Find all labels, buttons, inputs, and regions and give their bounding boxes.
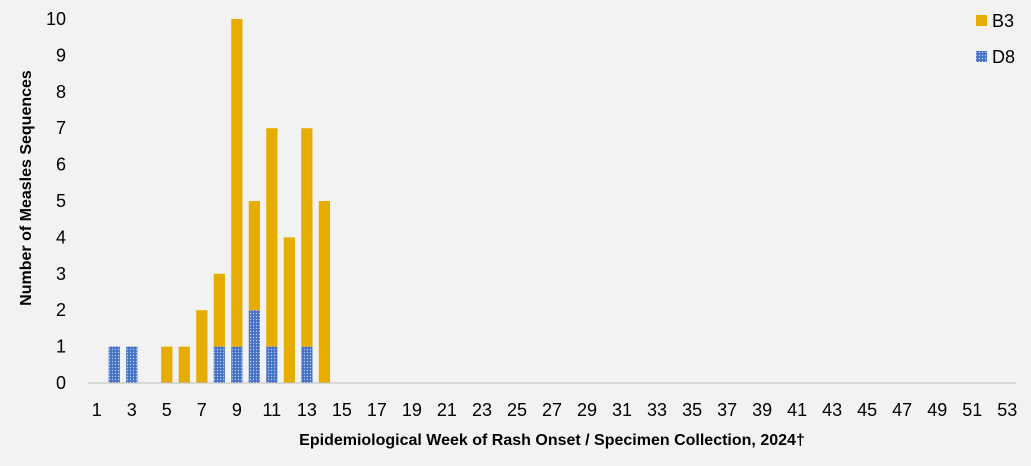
bar-d8-week-10 — [248, 310, 260, 383]
bar-b3-week-10 — [248, 201, 260, 311]
x-tick-label: 9 — [232, 400, 242, 420]
bar-b3-week-6 — [178, 346, 190, 383]
bar-b3-week-12 — [283, 237, 295, 383]
x-tick-label: 31 — [612, 400, 632, 420]
bar-b3-week-11 — [266, 128, 278, 347]
x-tick-label: 1 — [92, 400, 102, 420]
bar-b3-week-9 — [231, 19, 243, 347]
y-tick-label: 1 — [56, 337, 66, 357]
y-tick-label: 3 — [56, 264, 66, 284]
x-tick-label: 19 — [402, 400, 422, 420]
x-tick-label: 13 — [297, 400, 317, 420]
y-tick-label: 5 — [56, 191, 66, 211]
y-tick-label: 6 — [56, 155, 66, 175]
x-tick-label: 3 — [127, 400, 137, 420]
legend-label-b3: B3 — [992, 11, 1014, 31]
y-tick-label: 4 — [56, 227, 66, 247]
x-tick-label: 29 — [577, 400, 597, 420]
bar-d8-week-13 — [301, 346, 313, 383]
x-tick-label: 41 — [787, 400, 807, 420]
y-tick-label: 0 — [56, 373, 66, 393]
x-tick-label: 33 — [647, 400, 667, 420]
x-tick-label: 39 — [752, 400, 772, 420]
bar-b3-week-5 — [161, 346, 173, 383]
x-tick-label: 25 — [507, 400, 527, 420]
bar-d8-week-2 — [108, 346, 120, 383]
bar-d8-week-3 — [126, 346, 138, 383]
legend-swatch-d8 — [976, 51, 987, 62]
x-tick-label: 53 — [997, 400, 1017, 420]
bar-d8-week-11 — [266, 346, 278, 383]
legend-label-d8: D8 — [992, 47, 1015, 67]
x-tick-label: 45 — [857, 400, 877, 420]
x-axis-title: Epidemiological Week of Rash Onset / Spe… — [299, 432, 805, 449]
x-tick-label: 43 — [822, 400, 842, 420]
bar-d8-week-8 — [213, 346, 225, 383]
y-tick-labels: 0 1 2 3 4 5 6 7 8 9 10 — [46, 9, 66, 393]
x-tick-label: 17 — [367, 400, 387, 420]
x-tick-label: 23 — [472, 400, 492, 420]
x-tick-label: 27 — [542, 400, 562, 420]
bar-b3-week-13 — [301, 128, 313, 347]
bars — [108, 19, 330, 383]
y-tick-label: 7 — [56, 118, 66, 138]
x-tick-label: 5 — [162, 400, 172, 420]
x-tick-label: 7 — [197, 400, 207, 420]
bar-d8-week-9 — [231, 346, 243, 383]
bar-b3-week-14 — [318, 201, 330, 383]
y-tick-label: 8 — [56, 82, 66, 102]
x-tick-labels: 1 3 5 7 9 11 13 15 17 19 21 23 25 27 29 31 33 35 37 39 41 43 4… — [92, 400, 1018, 420]
bar-b3-week-7 — [196, 310, 208, 383]
legend-swatch-b3 — [976, 15, 987, 26]
x-tick-label: 51 — [962, 400, 982, 420]
x-tick-label: 21 — [437, 400, 457, 420]
x-tick-label: 15 — [332, 400, 352, 420]
x-tick-label: 37 — [717, 400, 737, 420]
y-tick-label: 10 — [46, 9, 66, 29]
x-tick-label: 35 — [682, 400, 702, 420]
y-tick-label: 9 — [56, 45, 66, 65]
y-axis-title: Number of Measles Sequences — [18, 70, 35, 306]
x-tick-label: 47 — [892, 400, 912, 420]
bar-b3-week-8 — [213, 273, 225, 347]
y-tick-label: 2 — [56, 300, 66, 320]
x-tick-label: 49 — [927, 400, 947, 420]
x-tick-label: 11 — [263, 400, 282, 420]
legend: B3 D8 — [976, 11, 1015, 67]
